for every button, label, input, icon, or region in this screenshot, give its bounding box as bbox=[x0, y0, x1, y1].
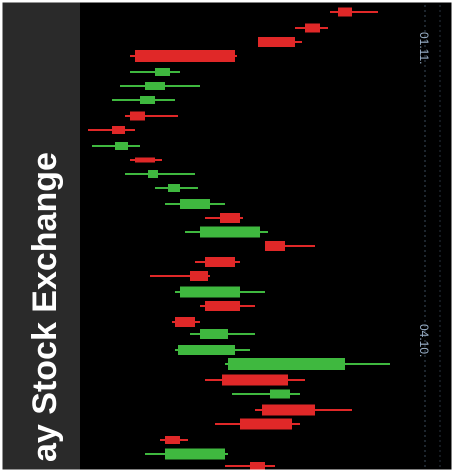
candle-body bbox=[165, 436, 180, 444]
candle-body bbox=[130, 111, 145, 121]
candle-wick bbox=[330, 11, 378, 13]
candle-body bbox=[145, 82, 165, 90]
candles bbox=[88, 7, 390, 470]
candle-body bbox=[262, 404, 315, 416]
candle-body bbox=[222, 374, 288, 386]
candle-body bbox=[205, 301, 240, 311]
banner-panel bbox=[0, 0, 80, 472]
candle-wick bbox=[125, 115, 178, 117]
candle-body bbox=[178, 345, 235, 355]
candle-body bbox=[148, 170, 158, 178]
candle-body bbox=[265, 241, 285, 251]
candle-body bbox=[140, 96, 155, 104]
candle-body bbox=[250, 462, 265, 470]
candle-body bbox=[200, 329, 228, 339]
candle-body bbox=[168, 184, 180, 192]
candle-body bbox=[270, 389, 290, 399]
candle-wick bbox=[265, 245, 315, 247]
candle-body bbox=[338, 7, 352, 17]
candle-wick bbox=[150, 275, 210, 277]
candle-body bbox=[155, 68, 170, 76]
candle-body bbox=[228, 358, 345, 370]
candle-body bbox=[180, 199, 210, 209]
candle-body bbox=[135, 50, 235, 62]
candle-body bbox=[220, 213, 240, 223]
banner-title: ay Stock Exchange bbox=[26, 152, 64, 462]
candle-wick bbox=[232, 393, 300, 395]
candle-body bbox=[180, 286, 240, 298]
candle-body bbox=[200, 226, 260, 238]
candle-body bbox=[190, 271, 208, 281]
candle-body bbox=[305, 23, 320, 33]
candle-body bbox=[165, 448, 225, 460]
candle-wick bbox=[125, 173, 195, 175]
candle-body bbox=[240, 418, 292, 430]
candle-wick bbox=[88, 129, 135, 131]
candle-body bbox=[112, 126, 125, 134]
candle-body bbox=[258, 37, 295, 47]
date-label: 01.11. bbox=[417, 32, 431, 64]
candle-body bbox=[175, 317, 195, 327]
candle-body bbox=[205, 257, 235, 267]
date-label: 04.10. bbox=[417, 324, 431, 357]
candle-body bbox=[115, 142, 128, 150]
candle-body bbox=[135, 157, 155, 163]
